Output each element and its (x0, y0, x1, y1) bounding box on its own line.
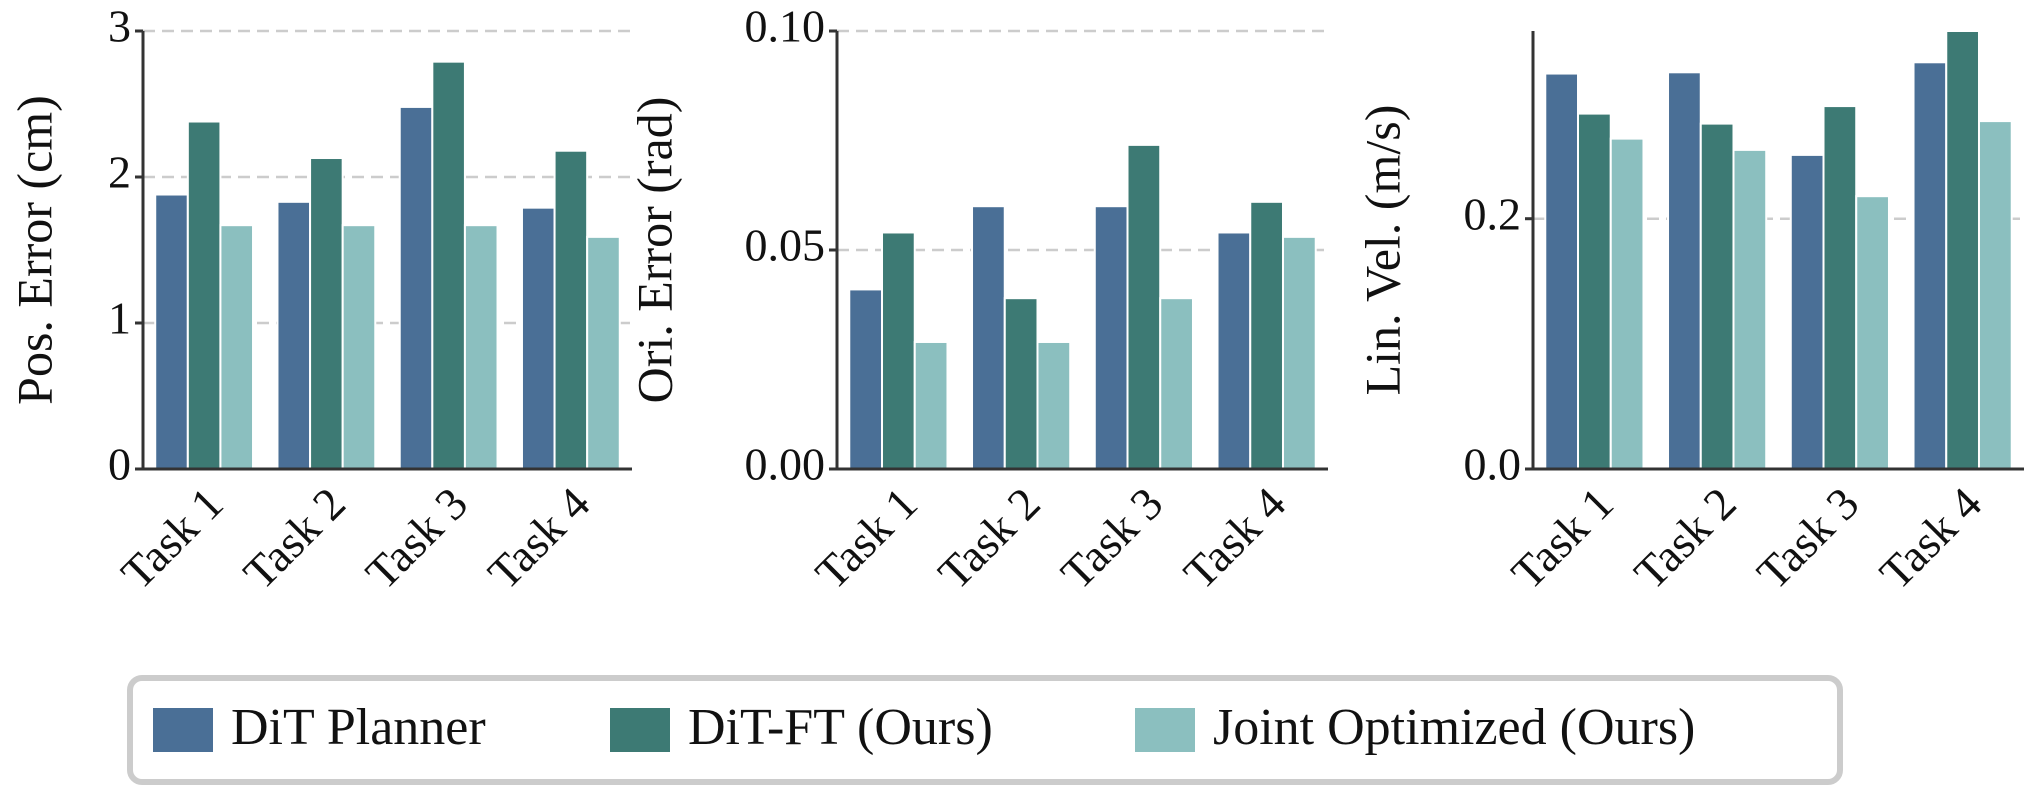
bar (309, 157, 344, 471)
bar (1003, 297, 1039, 470)
y-axis-label: Pos. Error (cm) (6, 95, 62, 405)
bar (1789, 153, 1825, 471)
bar (1126, 143, 1162, 470)
bar (398, 105, 434, 470)
bar (186, 120, 222, 471)
bar (1093, 205, 1129, 470)
bar (1036, 340, 1072, 471)
legend-label: DiT Planner (231, 699, 486, 756)
legend-swatch (1135, 708, 1195, 752)
bar (1281, 235, 1317, 470)
bar (431, 60, 466, 470)
y-tick-label: 0.10 (745, 1, 826, 52)
x-tick-label: Task 2 (1624, 477, 1745, 598)
x-tick-label: Task 1 (805, 477, 926, 598)
bar (971, 205, 1006, 470)
bar (913, 340, 949, 471)
bar (1577, 112, 1612, 470)
bar (586, 235, 621, 470)
bar (1699, 122, 1735, 470)
y-tick-label: 0.2 (1464, 188, 1522, 239)
bar (219, 224, 255, 470)
legend-swatch (610, 708, 670, 752)
y-tick-label: 0.05 (745, 220, 826, 271)
x-tick-label: Task 1 (1501, 477, 1622, 598)
bar (553, 149, 589, 470)
bar (1822, 105, 1858, 470)
bar (881, 231, 916, 470)
bar (1216, 231, 1252, 470)
bar (1159, 297, 1194, 470)
bar (1544, 72, 1580, 470)
y-axis-label: Ori. Error (rad) (626, 97, 682, 404)
y-tick-label: 0 (108, 439, 131, 490)
y-tick-label: 3 (108, 1, 131, 52)
bar (276, 200, 312, 470)
y-tick-label: 2 (108, 147, 131, 198)
y-tick-label: 0.0 (1464, 439, 1522, 490)
bar (1732, 148, 1768, 470)
x-tick-label: Task 4 (478, 477, 599, 598)
bar (1667, 71, 1702, 470)
x-tick-label: Task 2 (233, 477, 354, 598)
bar (154, 193, 189, 471)
bar (848, 288, 884, 471)
y-tick-label: 1 (108, 293, 131, 344)
bar (463, 224, 499, 470)
x-tick-label: Task 4 (1174, 477, 1295, 598)
legend-swatch (153, 708, 213, 752)
x-tick-label: Task 3 (1747, 477, 1868, 598)
x-tick-label: Task 2 (928, 477, 1049, 598)
bar (1855, 195, 1890, 470)
bar (341, 224, 377, 470)
bar (1609, 137, 1645, 470)
x-tick-label: Task 3 (1051, 477, 1172, 598)
bar (520, 206, 556, 470)
bar (1977, 120, 2013, 471)
legend-box (127, 675, 1843, 785)
bar (1912, 61, 1948, 471)
x-tick-label: Task 3 (356, 477, 477, 598)
y-axis-label: Lin. Vel. (m/s) (1354, 105, 1410, 396)
legend-label: DiT-FT (Ours) (688, 699, 993, 756)
bar (1249, 200, 1284, 470)
x-tick-label: Task 1 (111, 477, 232, 598)
x-tick-label: Task 4 (1870, 477, 1991, 598)
legend-label: Joint Optimized (Ours) (1213, 699, 1695, 756)
bar (1945, 30, 1980, 470)
y-tick-label: 0.00 (745, 439, 826, 490)
